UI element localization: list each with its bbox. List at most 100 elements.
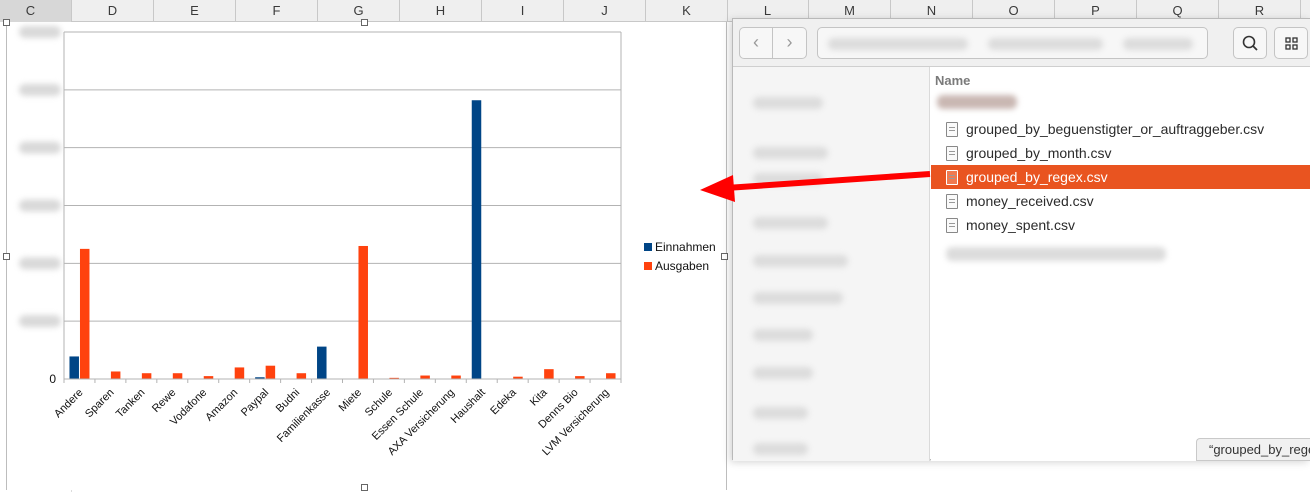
file-manager-toolbar: ‹ › <box>733 19 1310 67</box>
blurred-y-tick-label <box>19 83 61 96</box>
column-header-p[interactable]: P <box>1055 0 1137 22</box>
forward-button[interactable]: › <box>773 27 807 59</box>
column-header-h[interactable]: H <box>400 0 482 22</box>
text-file-icon <box>946 122 958 137</box>
file-row[interactable]: grouped_by_beguenstigter_or_auftraggeber… <box>931 117 1310 141</box>
blurred-sidebar-item <box>753 443 808 455</box>
blurred-sidebar-item <box>753 217 828 229</box>
resize-handle[interactable] <box>3 19 10 26</box>
blurred-sidebar-item <box>753 407 808 419</box>
status-text: “grouped_by_regex.csv” selected <box>1209 442 1310 457</box>
column-header-o[interactable]: O <box>973 0 1055 22</box>
resize-handle[interactable] <box>361 19 368 26</box>
x-tick-label: Budni <box>274 387 302 415</box>
name-column-header[interactable]: Name <box>935 73 971 88</box>
column-header-c[interactable]: C <box>0 0 72 22</box>
bar-ausgaben <box>265 365 276 379</box>
column-header-f[interactable]: F <box>236 0 318 22</box>
column-header-g[interactable]: G <box>318 0 400 22</box>
chart-object[interactable]: 0 Andere Sparen Tanken Rewe Vodafone Amazon Pay… <box>3 19 728 491</box>
resize-handle[interactable] <box>3 253 10 260</box>
column-header-r[interactable]: R <box>1219 0 1301 22</box>
bar-ausgaben <box>296 373 307 379</box>
bar-ausgaben <box>203 376 214 379</box>
file-manager-window[interactable]: ‹ › <box>732 18 1310 461</box>
file-name: money_received.csv <box>966 193 1094 209</box>
blurred-file-row <box>946 247 1166 261</box>
file-name: grouped_by_month.csv <box>966 145 1112 161</box>
legend-label: Ausgaben <box>655 259 710 273</box>
view-button[interactable] <box>1274 27 1308 59</box>
search-button[interactable] <box>1233 27 1267 59</box>
bar-ausgaben <box>141 373 152 379</box>
resize-handle[interactable] <box>361 484 368 491</box>
path-bar[interactable] <box>817 27 1208 59</box>
bar-ausgaben <box>79 248 90 379</box>
x-tick-label: Amazon <box>203 387 240 424</box>
x-tick-label: Paypal <box>239 387 271 419</box>
column-header-m[interactable]: M <box>809 0 891 22</box>
resize-handle[interactable] <box>721 253 728 260</box>
legend-swatch <box>644 261 652 270</box>
x-tick-label: Tanken <box>114 387 148 421</box>
legend-swatch <box>644 242 652 251</box>
file-manager-sidebar[interactable] <box>733 67 930 461</box>
column-header-q[interactable]: Q <box>1137 0 1219 22</box>
legend-item-einnahmen: Einnahmen <box>644 239 716 255</box>
search-icon <box>1242 35 1258 51</box>
legend-item-ausgaben: Ausgaben <box>644 258 709 274</box>
file-row[interactable]: grouped_by_month.csv <box>931 141 1310 165</box>
legend-label: Einnahmen <box>655 240 716 254</box>
column-header-d[interactable]: D <box>72 0 154 22</box>
blurred-path-segment <box>828 38 968 50</box>
chevron-right-icon: › <box>786 32 793 52</box>
bar-ausgaben <box>575 376 585 379</box>
bar-ausgaben <box>451 375 461 379</box>
bar-ausgaben <box>234 367 245 379</box>
column-header-i[interactable]: I <box>482 0 564 22</box>
blurred-y-tick-label <box>19 315 61 328</box>
bar-ausgaben <box>513 376 523 379</box>
column-header-n[interactable]: N <box>891 0 973 22</box>
column-header-e[interactable]: E <box>154 0 236 22</box>
file-name: money_spent.csv <box>966 217 1075 233</box>
x-tick-label: Edeka <box>488 386 519 417</box>
chevron-left-icon: ‹ <box>753 32 759 52</box>
bar-einnahmen <box>471 100 482 379</box>
blurred-sidebar-item <box>753 329 813 341</box>
blurred-y-tick-label <box>19 26 61 38</box>
text-file-icon <box>946 194 958 209</box>
blurred-y-tick-label <box>19 141 61 154</box>
back-button[interactable]: ‹ <box>739 27 773 59</box>
file-row[interactable]: money_received.csv <box>931 189 1310 213</box>
file-row-selected[interactable]: grouped_by_regex.csv <box>931 165 1310 189</box>
x-tick-label: Rewe <box>150 387 178 415</box>
file-list[interactable]: Name grouped_by_beguenstigter_or_auftrag… <box>931 67 1310 461</box>
blurred-sidebar-item <box>753 97 823 109</box>
blurred-path-segment <box>1123 38 1193 50</box>
bar-ausgaben <box>389 377 399 379</box>
blurred-sidebar-item <box>753 147 828 159</box>
blurred-sidebar-item <box>753 255 848 267</box>
bar-einnahmen <box>69 356 79 379</box>
x-tick-label: Haushalt <box>449 387 488 426</box>
file-row[interactable]: money_spent.csv <box>931 213 1310 237</box>
grid-view-icon <box>1285 37 1298 50</box>
file-name: grouped_by_regex.csv <box>966 169 1108 185</box>
status-tooltip: “grouped_by_regex.csv” selected <box>1196 438 1310 461</box>
blurred-y-tick-label <box>19 257 61 270</box>
column-header-l[interactable]: L <box>727 0 809 22</box>
file-name: grouped_by_beguenstigter_or_auftraggeber… <box>966 121 1265 137</box>
text-file-icon <box>946 170 958 185</box>
bar-ausgaben <box>358 245 368 379</box>
blurred-folder-row <box>937 95 1017 109</box>
column-header-k[interactable]: K <box>646 0 728 22</box>
column-header-j[interactable]: J <box>564 0 646 22</box>
blurred-y-tick-label <box>19 199 61 212</box>
bar-ausgaben <box>544 369 554 379</box>
blurred-path-segment <box>988 38 1103 50</box>
bar-einnahmen <box>317 346 327 379</box>
blurred-sidebar-item <box>753 292 843 304</box>
blurred-sidebar-item <box>753 173 823 185</box>
